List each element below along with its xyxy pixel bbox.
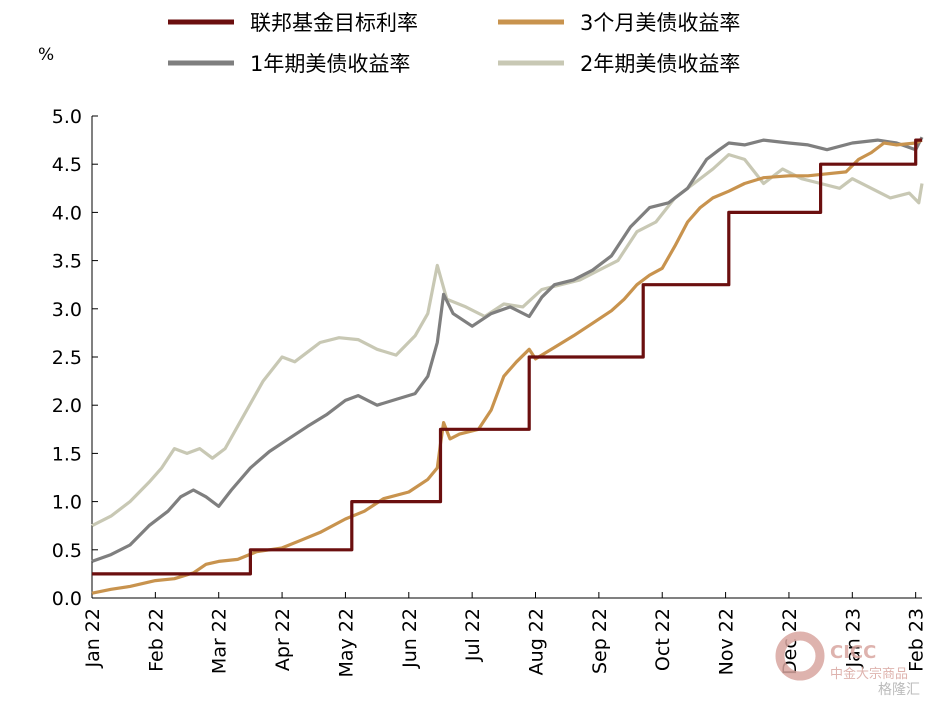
legend-label-0: 联邦基金目标利率: [250, 11, 418, 35]
y-tick-label: 4.0: [52, 202, 82, 224]
series-line-0: [92, 138, 922, 576]
series-group: [91, 136, 924, 595]
y-tick-label: 2.0: [52, 395, 82, 417]
x-tick-label: Apr 22: [272, 608, 294, 671]
x-tick-label: Sep 22: [589, 608, 611, 674]
x-tick-label: Mar 22: [209, 608, 231, 674]
watermark-subtitle: 中金大宗商品: [830, 666, 908, 682]
x-tick-label: Feb 23: [906, 608, 928, 672]
legend-label-2: 1年期美债收益率: [250, 52, 410, 76]
x-tick-label: Jul 22: [462, 608, 484, 662]
y-axis-unit-label: %: [38, 45, 54, 65]
x-tick-label: Jan 23: [842, 608, 864, 669]
series-line-3: [91, 153, 924, 528]
legend-label-1: 3个月美债收益率: [580, 11, 740, 35]
x-tick-label: Oct 22: [652, 608, 674, 671]
y-tick-label: 0.5: [52, 540, 82, 562]
series-line-1: [91, 138, 923, 595]
y-tick-label: 4.5: [52, 154, 82, 176]
y-tick-label: 1.0: [52, 492, 82, 514]
x-axis: Jan 22 Feb 22 Mar 22 Apr 22 May 22 Jun 22 Jul …: [82, 592, 928, 678]
watermark-glh: 格隆汇: [878, 682, 920, 698]
watermark-cicc: CICC: [830, 642, 876, 663]
y-tick-label: 5.0: [52, 106, 82, 128]
watermark: CICC 中金大宗商品 格隆汇: [775, 631, 920, 698]
y-tick-label: 0.0: [52, 588, 82, 610]
y-tick-label: 3.0: [52, 299, 82, 321]
x-tick-label: Jan 22: [82, 608, 104, 669]
y-tick-label: 3.5: [52, 251, 82, 273]
x-tick-label: Jun 22: [399, 608, 421, 669]
watermark-logo-icon: [775, 631, 825, 681]
y-tick-label: 2.5: [52, 347, 82, 369]
x-tick-label: Aug 22: [526, 608, 548, 675]
y-axis: 0.0 0.5 1.0 1.5 2.0 2.5 3.0 3.5 4.0 4.5 5.0: [52, 106, 98, 610]
series-line-2: [91, 136, 924, 563]
y-tick-label: 1.5: [52, 443, 82, 465]
legend-label-3: 2年期美债收益率: [580, 52, 740, 76]
x-tick-label: Feb 22: [145, 608, 167, 672]
legend: 联邦基金目标利率 3个月美债收益率 1年期美债收益率 2年期美债收益率: [168, 11, 740, 76]
x-tick-label: May 22: [335, 608, 357, 678]
x-tick-label: Nov 22: [716, 608, 738, 675]
